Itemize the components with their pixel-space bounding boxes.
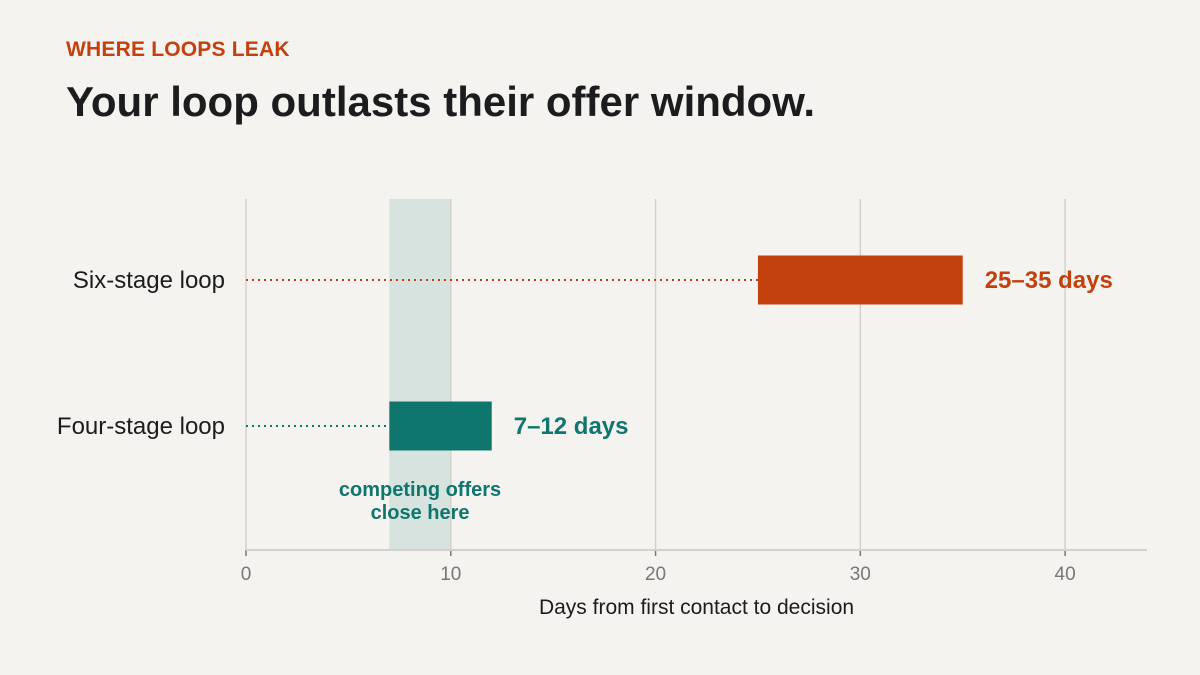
range-bar <box>389 401 492 451</box>
offer-window-annotation: competing offers <box>339 479 501 501</box>
offer-window-band <box>389 199 451 550</box>
offer-window-annotation: close here <box>371 502 470 524</box>
chart-labels: 0 10 20 30 40 Days from first contact to deci… <box>57 267 1113 619</box>
x-tick-label: 10 <box>440 564 461 585</box>
offer-window-band-layer <box>389 199 451 550</box>
x-tick-label: 30 <box>850 564 871 585</box>
category-label: Six-stage loop <box>73 267 225 294</box>
range-bars <box>389 255 963 451</box>
x-axis-title: Days from first contact to decision <box>539 596 854 619</box>
leader-lines <box>246 279 758 427</box>
x-tick-label: 40 <box>1055 564 1076 585</box>
eyebrow-label: WHERE LOOPS LEAK <box>66 38 290 61</box>
category-label: Four-stage loop <box>57 413 225 440</box>
chart-title: Your loop outlasts their offer window. <box>66 78 815 125</box>
x-tick-label: 0 <box>241 564 252 585</box>
range-value-label: 25–35 days <box>985 267 1113 294</box>
range-value-label: 7–12 days <box>514 413 629 440</box>
range-bar <box>757 255 963 305</box>
x-tick-label: 20 <box>645 564 666 585</box>
